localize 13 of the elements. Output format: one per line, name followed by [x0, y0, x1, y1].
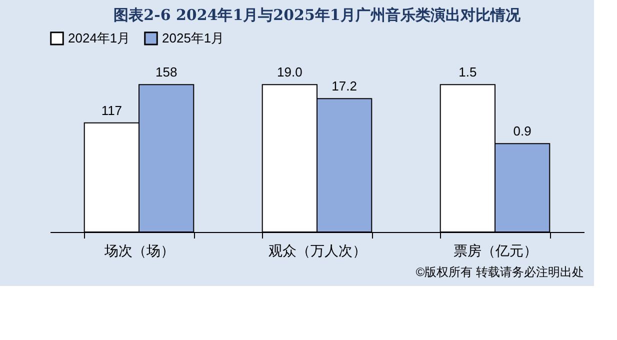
data-label: 117 [101, 102, 122, 118]
data-label: 158 [155, 64, 178, 80]
text: 图表2-6 2024年1月与2025年1月广州音乐类演出对比情况 [114, 6, 522, 24]
text: ©版权所有 转载请务必注明出处 [416, 265, 584, 279]
data-label: 1.5 [458, 64, 477, 80]
legend-label: 2025年1月 [162, 30, 224, 46]
x-tick-label: 票房（亿元） [454, 242, 538, 258]
data-label: 17.2 [332, 78, 357, 94]
x-tick-label: 场次（场） [104, 242, 174, 258]
data-label: 19.0 [277, 64, 302, 80]
data-label: 0.9 [513, 124, 532, 139]
x-tick-label: 观众（万人次） [268, 242, 366, 258]
legend-label: 2024年1月 [68, 30, 130, 46]
